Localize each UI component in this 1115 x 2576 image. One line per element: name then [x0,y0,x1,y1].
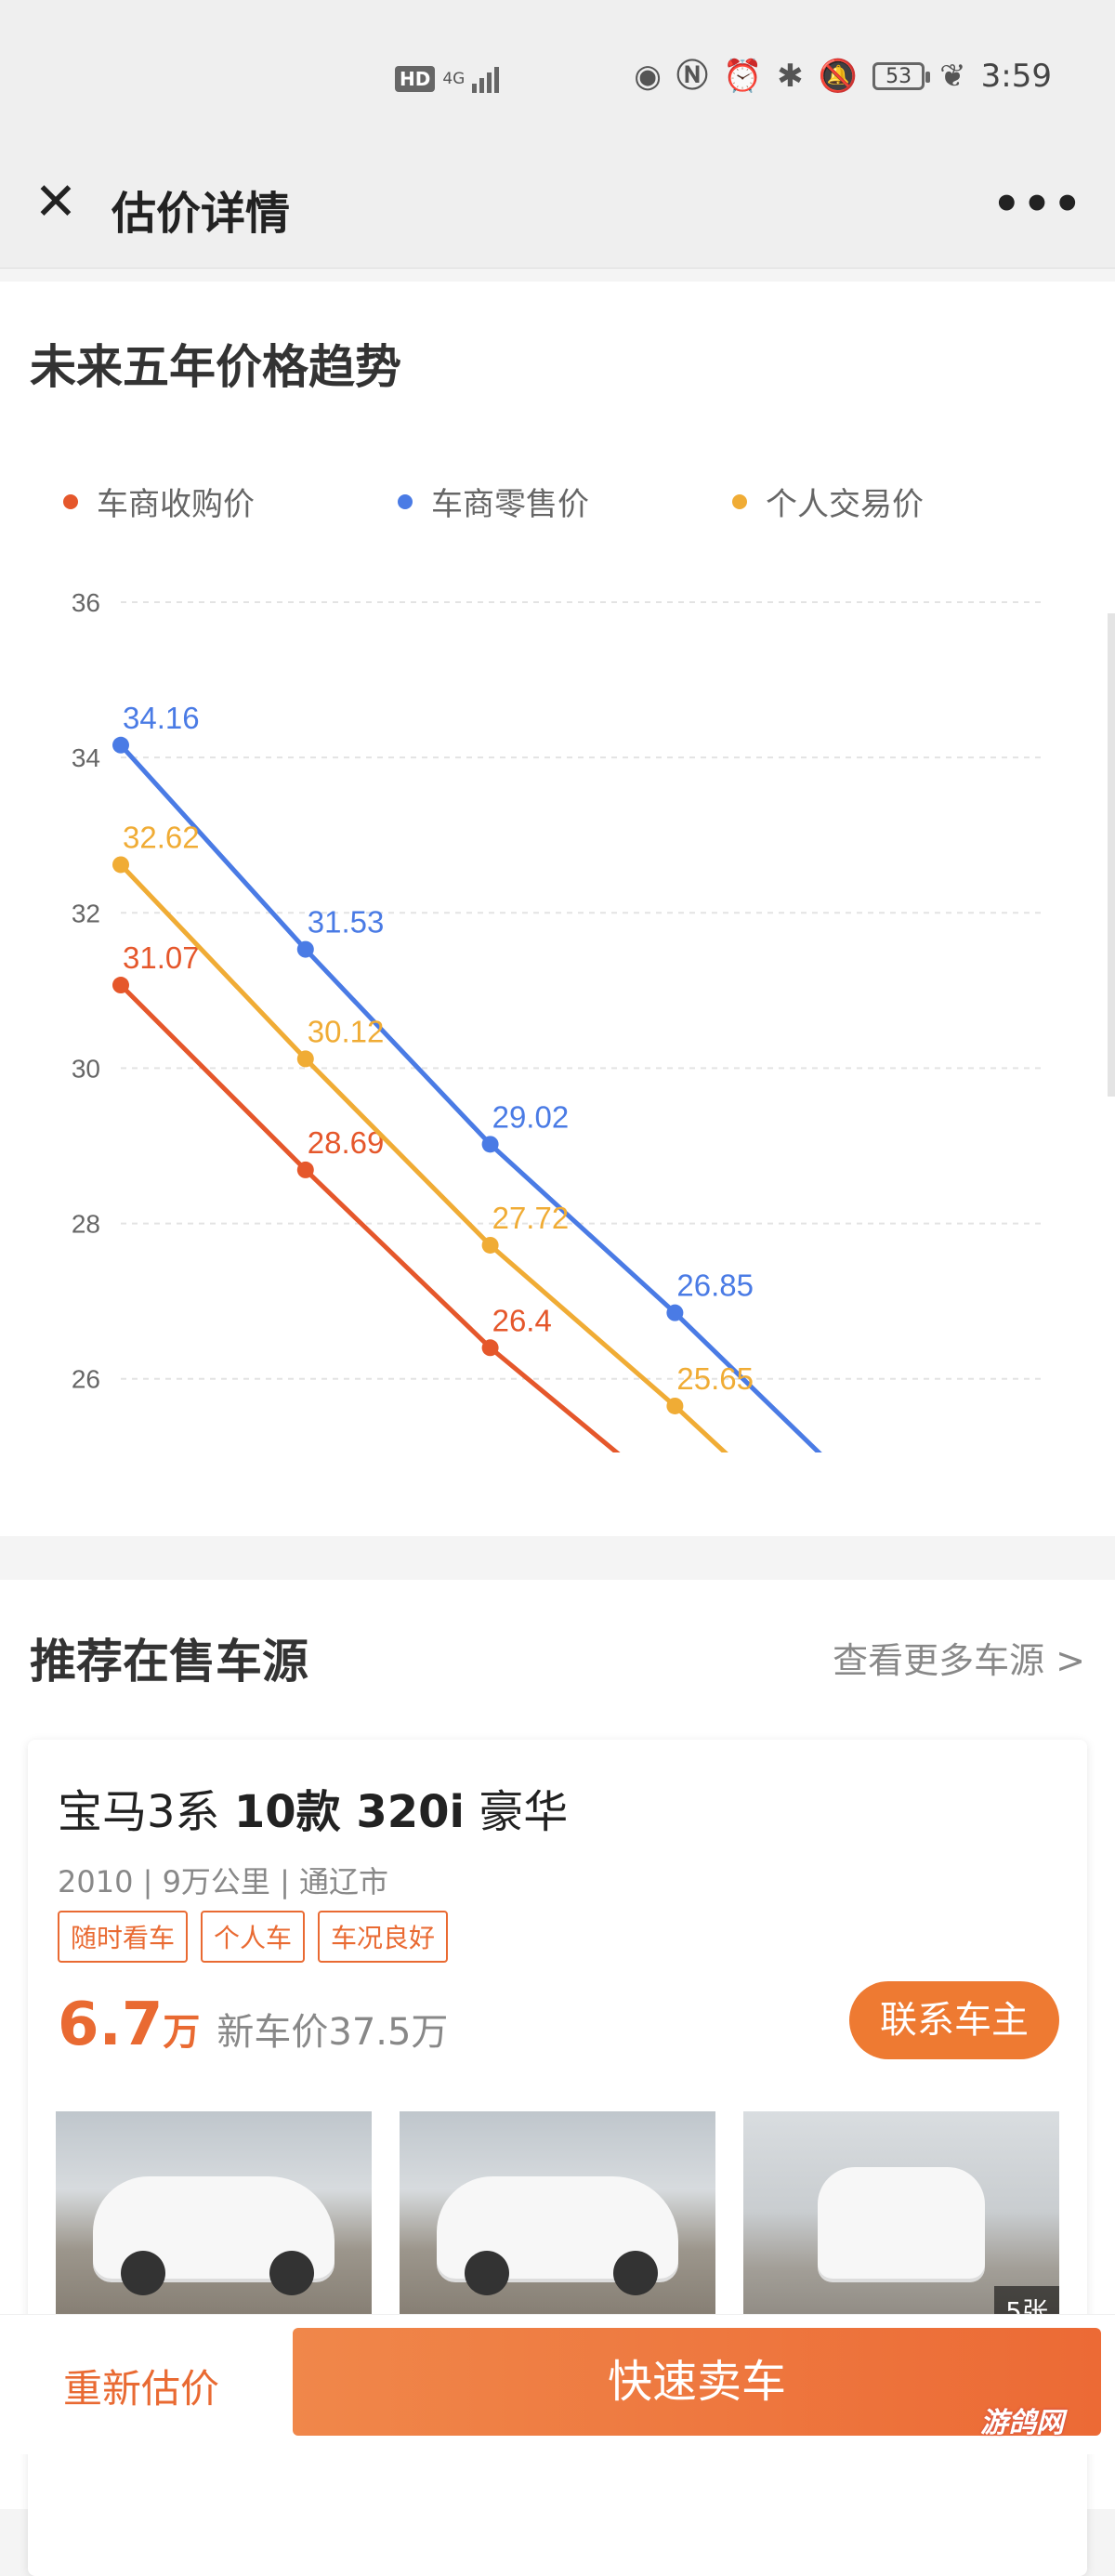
trend-title: 未来五年价格趋势 [30,340,401,394]
wheel [465,2251,509,2295]
car-title-model: 10款 320i [233,1786,465,1838]
y-tick-label: 30 [72,1054,100,1083]
data-label: 32.62 [123,820,200,854]
page-title: 估价详情 [112,188,291,240]
car-title-suffix: 豪华 [464,1786,569,1838]
legend-item-dealer-retail[interactable]: 车商零售价 [398,479,732,524]
nav-bar: ✕ 估价详情 ••• [0,158,1115,269]
y-tick-label: 32 [72,899,100,927]
data-label: 29.02 [492,1099,570,1134]
data-label: 31.53 [308,905,385,940]
quick-sell-button[interactable]: 快速卖车 [293,2328,1101,2436]
data-point [666,1304,684,1321]
data-point [112,856,129,874]
recommend-title: 推荐在售车源 [30,1635,308,1689]
car-meta: 2010 | 9万公里 | 通辽市 [58,1864,389,1899]
data-point [296,1050,314,1068]
battery-icon: 53 [872,62,931,90]
data-label: 26.4 [492,1303,552,1337]
bottom-action-bar: 重新估价 快速卖车 [0,2314,1115,2454]
network-label: 4G [442,69,466,88]
data-label: 24.54 [861,1448,938,1452]
car-title-prefix: 宝马3系 [58,1786,234,1838]
price-unit: 万 [163,2011,201,2054]
re-estimate-button[interactable]: 重新估价 [63,2366,220,2412]
nfc-icon: Ⓝ [676,58,708,95]
car-image [818,2167,985,2279]
chart-legend: 车商收购价 车商零售价 个人交易价 [63,479,1067,524]
car-photo[interactable] [400,2111,715,2334]
wheel [121,2251,165,2295]
new-car-price: 新车价37.5万 [216,2011,449,2054]
close-icon[interactable]: ✕ [33,172,78,232]
legend-dot-private [732,493,747,509]
status-bar: HD 4G ◉ Ⓝ ⏰ ✱ 🔕 53 ❦ 3:59 [0,0,1115,158]
data-point [481,1236,499,1254]
legend-label-dealer-buy: 车商收购价 [97,486,255,523]
data-label: 28.69 [308,1125,385,1160]
more-icon[interactable]: ••• [991,178,1083,230]
clock: 3:59 [980,58,1052,95]
hd-badge: HD [395,66,436,92]
tag: 车况良好 [318,1911,449,1963]
signal-icon [472,65,500,93]
wheel [269,2251,314,2295]
legend-label-private: 个人交易价 [766,486,924,523]
scrollbar[interactable] [1108,613,1115,1097]
price-trend-card: 未来五年价格趋势 车商收购价 车商零售价 个人交易价 2224262830323… [0,282,1115,1536]
y-tick-label: 26 [72,1365,100,1394]
watermark: 游鸽网 [980,2407,1064,2439]
alarm-icon: ⏰ [722,58,763,95]
price-row: 6.7万 新车价37.5万 [58,1991,448,2059]
wheel [613,2251,658,2295]
eye-icon: ◉ [634,58,662,95]
data-point [481,1339,499,1357]
data-label: 31.07 [123,940,200,975]
price: 6.7万 [58,1991,200,2059]
more-cars-link[interactable]: 查看更多车源 > [833,1640,1085,1681]
y-tick-label: 34 [72,743,100,772]
data-point [296,940,314,958]
car-photo[interactable] [56,2111,372,2334]
y-tick-label: 28 [72,1210,100,1239]
data-label: 25.65 [676,1361,754,1396]
price-trend-chart: 2224262830323436202120222023202420252026… [72,588,1044,1452]
y-tick-label: 36 [72,588,100,617]
car-photo[interactable]: 5张 [743,2111,1059,2334]
leaf-icon: ❦ [939,58,966,95]
tag: 个人车 [201,1911,306,1963]
status-right: ◉ Ⓝ ⏰ ✱ 🔕 53 ❦ 3:59 [634,58,1052,95]
legend-dot-dealer-buy [63,493,78,509]
car-tags: 随时看车 个人车 车况良好 [58,1911,449,1963]
legend-item-private[interactable]: 个人交易价 [732,479,1067,524]
price-value: 6.7 [58,1991,164,2059]
data-label: 34.16 [123,701,200,735]
data-point [112,977,129,994]
data-point [481,1136,499,1153]
tag: 随时看车 [58,1911,189,1963]
legend-dot-dealer-retail [398,493,413,509]
data-label: 30.12 [308,1014,385,1048]
car-photos: 5张 [56,2111,1059,2334]
legend-label-dealer-retail: 车商零售价 [431,486,589,523]
legend-item-dealer-buy[interactable]: 车商收购价 [63,479,398,524]
contact-owner-button[interactable]: 联系车主 [849,1981,1059,2059]
data-point [112,736,129,754]
data-point [296,1161,314,1178]
data-label: 26.85 [676,1268,754,1303]
status-left: HD 4G [395,65,500,93]
data-point [666,1397,684,1414]
mute-icon: 🔕 [818,58,859,95]
data-label: 27.72 [492,1201,570,1235]
car-title: 宝马3系 10款 320i 豪华 [58,1775,568,1840]
bluetooth-icon: ✱ [777,58,804,95]
